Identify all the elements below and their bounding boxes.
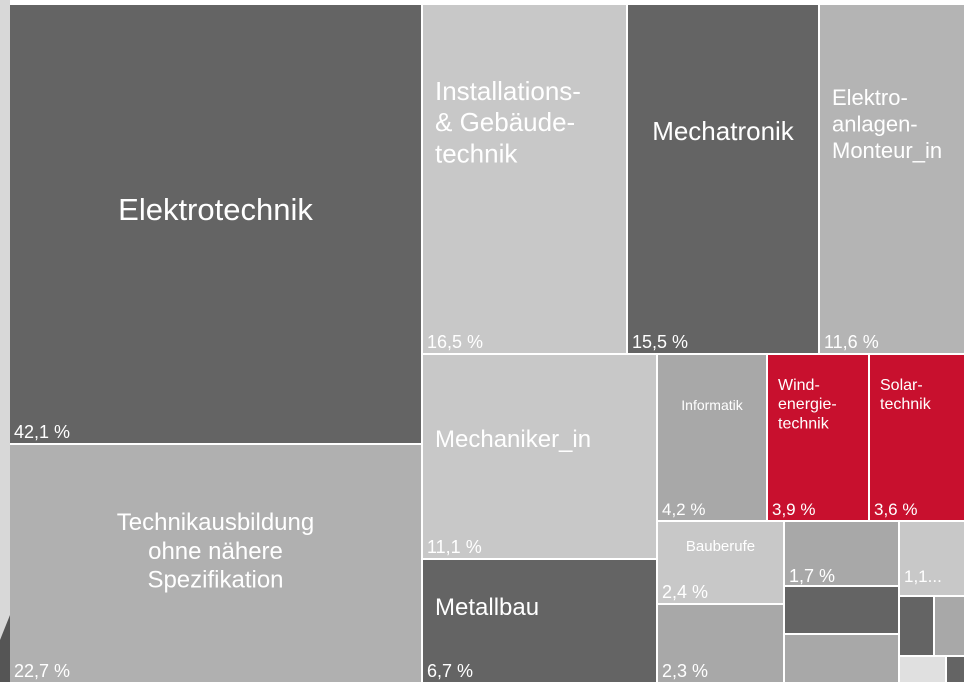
tile [423, 5, 626, 353]
value-label: 3,6 % [874, 500, 917, 519]
tile-label: Elektrotechnik [118, 192, 313, 227]
tile [785, 635, 898, 682]
tile [628, 5, 818, 353]
tile-label-line: technik [880, 396, 932, 413]
tile [820, 5, 964, 353]
tile [10, 5, 421, 443]
side-strip [0, 0, 10, 682]
tile [423, 355, 656, 558]
tile-label: Elektro-anlagen-Monteur_in [832, 85, 942, 163]
value-label: 2,3 % [662, 661, 708, 681]
tile-label-line: anlagen- [832, 111, 918, 136]
tile-label-line: Installations- [435, 76, 581, 106]
tile-label: Solar-technik [880, 377, 932, 413]
tile-label-line: technik [435, 138, 518, 168]
tile-label: Mechatronik [652, 116, 795, 146]
value-label: 1,1... [904, 567, 942, 586]
tile-label: Informatik [681, 397, 743, 413]
tile-label-line: technik [778, 415, 830, 432]
tile [785, 522, 898, 585]
tile [900, 657, 945, 682]
tile-label-line: Mechatronik [652, 116, 795, 146]
tile-label: Mechaniker_in [435, 426, 591, 453]
tile-label-line: Wind- [778, 377, 820, 394]
tile [870, 355, 964, 520]
tile [768, 355, 868, 520]
tile-label-line: & Gebäude- [435, 107, 575, 137]
tile-label: Wind-energie-technik [778, 377, 837, 432]
tile-label-line: Elektrotechnik [118, 192, 313, 227]
tile-label-line: Spezifikation [147, 567, 283, 594]
tile-label-line: Informatik [681, 397, 743, 413]
tile [423, 560, 656, 682]
value-label: 2,4 % [662, 582, 708, 602]
value-label: 1,7 % [789, 566, 835, 586]
tile-label: Bauberufe [686, 538, 755, 555]
tile [10, 445, 421, 682]
value-label: 11,1 % [427, 537, 482, 557]
value-label: 42,1 % [14, 422, 70, 442]
value-label: 16,5 % [427, 332, 483, 352]
tile-label-line: Mechaniker_in [435, 426, 591, 453]
tile-label-line: Metallbau [435, 594, 539, 621]
tile [658, 355, 766, 520]
tile [785, 587, 898, 633]
value-label: 4,2 % [662, 500, 705, 519]
tile-label-line: Monteur_in [832, 138, 942, 163]
value-label: 15,5 % [632, 332, 688, 352]
tile [900, 522, 964, 595]
value-label: 11,6 % [824, 332, 879, 352]
tile-label-line: Technikausbildung [117, 509, 314, 536]
tile-label-line: Elektro- [832, 85, 908, 110]
tile-label-line: energie- [778, 396, 837, 413]
tile [935, 597, 964, 655]
tile-label: Technikausbildung ohne nähere Spezifikatio… [117, 509, 314, 594]
value-label: 6,7 % [427, 661, 473, 681]
tile-label-line: Bauberufe [686, 538, 755, 555]
tile-label: Installations-& Gebäude-technik [435, 76, 581, 168]
tile [658, 605, 783, 682]
value-label: 22,7 % [14, 661, 70, 681]
value-label: 3,9 % [772, 500, 815, 519]
tile [900, 597, 933, 655]
tile-label-line: Solar- [880, 377, 923, 394]
tile-label: Metallbau [435, 594, 539, 621]
tile-label-line: ohne nähere [148, 538, 283, 565]
side-shape [0, 615, 10, 682]
tile [947, 657, 964, 682]
tile [658, 522, 783, 603]
